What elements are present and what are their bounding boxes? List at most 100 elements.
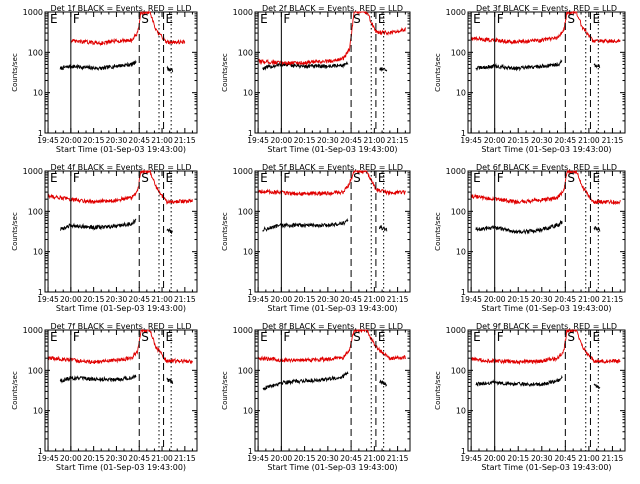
x-tick-label: 21:00 [578, 454, 600, 463]
x-tick-label: 20:00 [271, 454, 293, 463]
x-tick-label: 20:15 [294, 454, 316, 463]
x-tick-label: 21:15 [174, 454, 196, 463]
events-series-line [262, 370, 388, 391]
x-tick-label: 20:15 [83, 295, 105, 304]
marker-label: F [283, 12, 290, 26]
y-tick-label: 1000 [233, 326, 253, 335]
y-axis-label: Counts/sec [221, 53, 229, 92]
x-tick-label: 21:15 [174, 295, 196, 304]
x-tick-label: 20:30 [106, 454, 128, 463]
x-tick-label: 20:00 [60, 454, 82, 463]
marker-label: F [497, 12, 504, 26]
y-tick-label: 1 [248, 447, 253, 456]
marker-label: E [260, 330, 268, 344]
y-tick-label: 1 [461, 447, 466, 456]
x-tick-label: 19:45 [37, 295, 59, 304]
x-tick-label: 19:45 [37, 136, 59, 145]
x-tick-label: 20:30 [531, 295, 553, 304]
y-tick-label: 10 [33, 407, 43, 416]
y-axis-label: Counts/sec [434, 53, 442, 92]
marker-label: F [73, 171, 80, 185]
x-tick-label: 20:45 [555, 136, 577, 145]
detector-panel: Det 3f BLACK = Events, RED = LLD 1 10 100 10… [434, 4, 626, 154]
x-tick-label: 20:30 [317, 295, 339, 304]
marker-label: F [283, 171, 290, 185]
x-tick-label: 20:45 [340, 454, 362, 463]
detector-panel: Det 9f BLACK = Events, RED = LLD 1 10 100 10… [434, 322, 626, 472]
marker-label: F [283, 330, 290, 344]
y-tick-label: 100 [238, 207, 253, 216]
marker-label: E [50, 12, 58, 26]
y-tick-label: 1000 [23, 167, 43, 176]
x-tick-label: 21:15 [602, 136, 624, 145]
y-tick-label: 1 [38, 129, 43, 138]
y-tick-label: 100 [451, 48, 466, 57]
detector-panel: Det 7f BLACK = Events, RED = LLD 1 10 100 10… [11, 322, 198, 472]
marker-label: E [378, 330, 386, 344]
x-tick-label: 20:00 [484, 136, 506, 145]
x-tick-label: 21:00 [151, 454, 173, 463]
x-tick-label: 20:15 [507, 295, 529, 304]
marker-label: S [141, 330, 149, 344]
marker-label: E [592, 171, 600, 185]
y-axis-label: Counts/sec [221, 371, 229, 410]
y-tick-label: 10 [243, 89, 253, 98]
x-tick-label: 21:15 [602, 295, 624, 304]
x-tick-label: 19:45 [247, 295, 269, 304]
lld-series-line [257, 10, 406, 66]
events-series-line [262, 218, 388, 233]
x-axis-label: Start Time (01-Sep-03 19:43:00) [56, 304, 186, 313]
x-tick-label: 21:15 [387, 295, 409, 304]
plot-frame [44, 329, 198, 452]
marker-label: F [73, 12, 80, 26]
x-axis-label: Start Time (01-Sep-03 19:43:00) [481, 304, 611, 313]
detector-panel: Det 1f BLACK = Events, RED = LLD 1 10 100 10… [11, 4, 198, 154]
y-tick-label: 100 [28, 48, 43, 57]
y-tick-label: 100 [451, 366, 466, 375]
x-tick-label: 21:00 [151, 136, 173, 145]
y-tick-label: 1 [461, 129, 466, 138]
y-axis-label: Counts/sec [434, 212, 442, 251]
x-tick-label: 19:45 [247, 454, 269, 463]
x-axis-label: Start Time (01-Sep-03 19:43:00) [56, 145, 186, 154]
x-axis-label: Start Time (01-Sep-03 19:43:00) [481, 463, 611, 472]
panel-title: Det 6f BLACK = Events, RED = LLD [476, 163, 617, 172]
marker-label: E [260, 171, 268, 185]
x-tick-label: 20:30 [317, 136, 339, 145]
plot-frame [44, 11, 198, 134]
marker-label: E [378, 171, 386, 185]
marker-label: E [50, 171, 58, 185]
detector-panel: Det 6f BLACK = Events, RED = LLD 1 10 100 10… [434, 163, 626, 313]
events-series-line [59, 59, 174, 73]
y-tick-label: 1000 [446, 167, 466, 176]
y-tick-label: 10 [33, 248, 43, 257]
y-tick-label: 100 [28, 207, 43, 216]
marker-label: S [141, 171, 149, 185]
events-series-line [475, 219, 601, 235]
y-tick-label: 10 [243, 248, 253, 257]
x-tick-label: 21:15 [174, 136, 196, 145]
marker-label: S [567, 330, 575, 344]
x-axis-label: Start Time (01-Sep-03 19:43:00) [481, 145, 611, 154]
panel-title: Det 1f BLACK = Events, RED = LLD [50, 4, 191, 13]
x-tick-label: 21:15 [602, 454, 624, 463]
x-tick-label: 20:15 [83, 136, 105, 145]
y-axis-label: Counts/sec [221, 212, 229, 251]
y-axis-label: Counts/sec [11, 53, 19, 92]
marker-label: S [567, 12, 575, 26]
plot-frame [467, 170, 626, 293]
x-tick-label: 21:15 [387, 454, 409, 463]
x-tick-label: 20:45 [555, 295, 577, 304]
x-tick-label: 19:45 [37, 454, 59, 463]
x-tick-label: 20:00 [271, 295, 293, 304]
x-tick-label: 20:15 [83, 454, 105, 463]
x-tick-label: 20:45 [555, 454, 577, 463]
x-tick-label: 19:45 [247, 136, 269, 145]
lld-series-line [470, 10, 621, 45]
x-tick-label: 21:00 [364, 136, 386, 145]
y-tick-label: 1000 [23, 8, 43, 17]
marker-label: F [497, 330, 504, 344]
panel-title: Det 3f BLACK = Events, RED = LLD [476, 4, 617, 13]
y-tick-label: 1000 [446, 8, 466, 17]
